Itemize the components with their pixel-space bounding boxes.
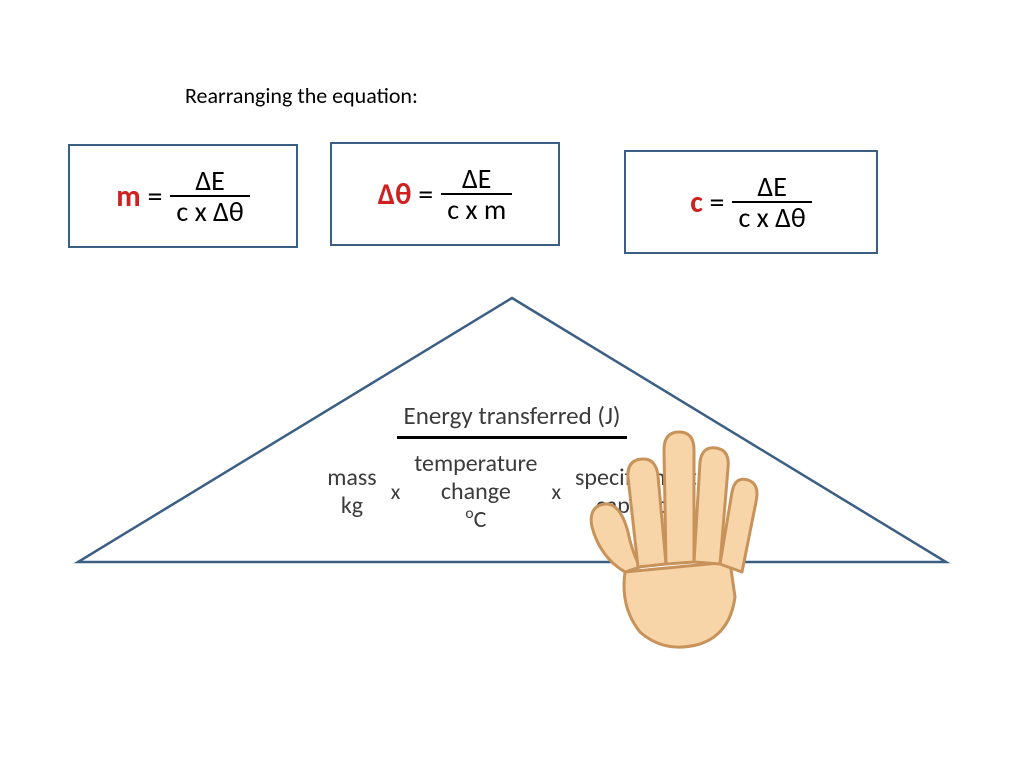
formula-triangle: Energy transferred (J) masskgxtemperatur… <box>72 292 952 568</box>
fraction: ΔEc x Δθ <box>170 166 249 227</box>
denominator: c x m <box>441 193 512 224</box>
triangle-term-0: masskg <box>327 464 376 519</box>
equation-box-2: c = ΔEc x Δθ <box>624 150 878 254</box>
multiply-sign: x <box>551 478 561 505</box>
page-title: Rearranging the equation: <box>185 82 418 109</box>
numerator: ΔE <box>751 172 792 201</box>
equation-variable: Δθ <box>378 176 412 213</box>
equals-sign: = <box>411 176 433 213</box>
numerator: ΔE <box>456 164 497 193</box>
denominator: c x Δθ <box>732 201 811 232</box>
multiply-sign: x <box>391 478 401 505</box>
denominator: c x Δθ <box>170 195 249 226</box>
triangle-term-1: temperaturechangeoC <box>414 450 537 534</box>
equation-variable: c <box>690 184 703 221</box>
fraction: ΔEc x Δθ <box>732 172 811 233</box>
term-line: change <box>414 478 537 506</box>
equation-box-1: Δθ = ΔEc x m <box>330 142 560 246</box>
equation-variable: m <box>116 178 140 215</box>
triangle-top-label: Energy transferred (J) <box>72 400 952 431</box>
term-line: kg <box>327 492 376 520</box>
equals-sign: = <box>703 184 725 221</box>
hand-icon <box>570 422 770 652</box>
triangle-bottom-row: masskgxtemperaturechangeoCxspecific heat… <box>72 450 952 534</box>
equation-box-0: m = ΔEc x Δθ <box>68 144 298 248</box>
term-line: oC <box>414 505 537 534</box>
fraction: ΔEc x m <box>441 164 512 225</box>
term-line: mass <box>327 464 376 492</box>
term-line: temperature <box>414 450 537 478</box>
equation-lhs: c = <box>690 184 724 221</box>
equals-sign: = <box>141 178 163 215</box>
equation-lhs: Δθ = <box>378 176 433 213</box>
numerator: ΔE <box>189 166 230 195</box>
equation-lhs: m = <box>116 178 162 215</box>
